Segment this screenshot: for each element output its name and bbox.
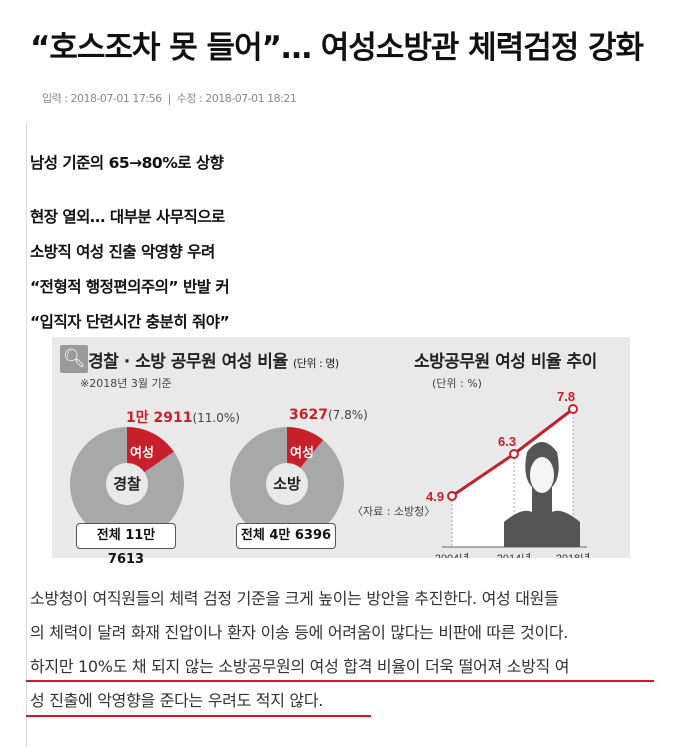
female-label: 여성 (290, 446, 314, 461)
edit-label: 수정 (176, 92, 197, 105)
subtitle: 현장 열외… 대부분 사무직으로 (30, 208, 225, 226)
data-label: 7.8 (557, 389, 575, 404)
fire-donut: 여성 소방 (230, 427, 344, 541)
input-time: 2018-07-01 17:56 (70, 92, 162, 105)
police-label: 경찰 (106, 463, 148, 505)
subtitle: “입직자 단련시간 충분히 줘야” (30, 313, 230, 331)
body-line: 성 진출에 악영향을 준다는 우려도 적지 않다. (30, 691, 324, 710)
data-point (447, 491, 457, 501)
data-label: 6.3 (498, 434, 516, 449)
content-divider (26, 122, 27, 747)
body-line: 소방청이 여직원들의 체력 검정 기준을 크게 높이는 방안을 추진한다. 여성… (30, 589, 559, 608)
firefighter-illustration (504, 442, 580, 547)
article-body: 소방청이 여직원들의 체력 검정 기준을 크게 높이는 방안을 추진한다. 여성… (30, 582, 660, 718)
fire-total: 전체 4만 6396 (236, 523, 336, 549)
highlight-underline (26, 715, 371, 717)
input-label: 입력 (42, 92, 62, 105)
separator: | (167, 92, 172, 105)
fire-female-count: 3627(7.8%) (289, 407, 368, 423)
infographic: 🔍︎ 경찰 · 소방 공무원 여성 비율 (단위 : 명) ※2018년 3월 … (52, 337, 630, 567)
police-total: 전체 11만 7613 (76, 523, 176, 567)
subtitle: 소방직 여성 진출 악영향 우려 (30, 243, 215, 261)
highlight-underline (26, 680, 654, 682)
x-tick-label: 2004년 (435, 552, 470, 558)
body-line: 의 체력이 달려 화재 진압이나 환자 이송 등에 어려움이 많다는 비판에 따… (30, 623, 569, 642)
x-tick-label: 2014년 (497, 552, 532, 558)
subtitle: “전형적 행정편의주의” 반발 커 (30, 278, 230, 296)
chart-unit: (단위 : %) (432, 377, 482, 390)
left-unit: (단위 : 명) (293, 357, 339, 370)
female-label: 여성 (130, 446, 154, 461)
police-donut: 여성 경찰 (70, 427, 184, 541)
article-meta: 입력 : 2018-07-01 17:56 | 수정 : 2018-07-01 18… (42, 92, 297, 105)
x-tick-label: 2018년 (556, 552, 591, 558)
line-chart: 4.9 2004년 6.3 2014년 7.8 2018년 (426, 389, 591, 558)
edit-time: 2018-07-01 18:21 (205, 92, 297, 105)
data-label: 4.9 (426, 489, 444, 504)
firefighter-face (530, 457, 554, 493)
source-note: 〈자료 : 소방청〉 (352, 505, 436, 518)
chart-title: 소방공무원 여성 비율 추이 (414, 352, 597, 372)
police-female-count: 1만 2911(11.0%) (126, 410, 240, 426)
article-title: “호스조차 못 들어”… 여성소방관 체력검정 강화 (30, 30, 644, 66)
fire-label: 소방 (266, 463, 308, 505)
data-point (568, 404, 578, 414)
left-title: 경찰 · 소방 공무원 여성 비율 (단위 : 명) (88, 352, 339, 372)
subtitle-main: 남성 기준의 65→80%로 상향 (30, 154, 224, 172)
data-point (509, 449, 519, 459)
body-line: 하지만 10%도 채 되지 않는 소방공무원의 여성 합격 비율이 더욱 떨어져… (30, 657, 570, 676)
magnifier-icon[interactable]: 🔍︎ (60, 345, 88, 373)
left-note: ※2018년 3월 기준 (80, 377, 172, 390)
